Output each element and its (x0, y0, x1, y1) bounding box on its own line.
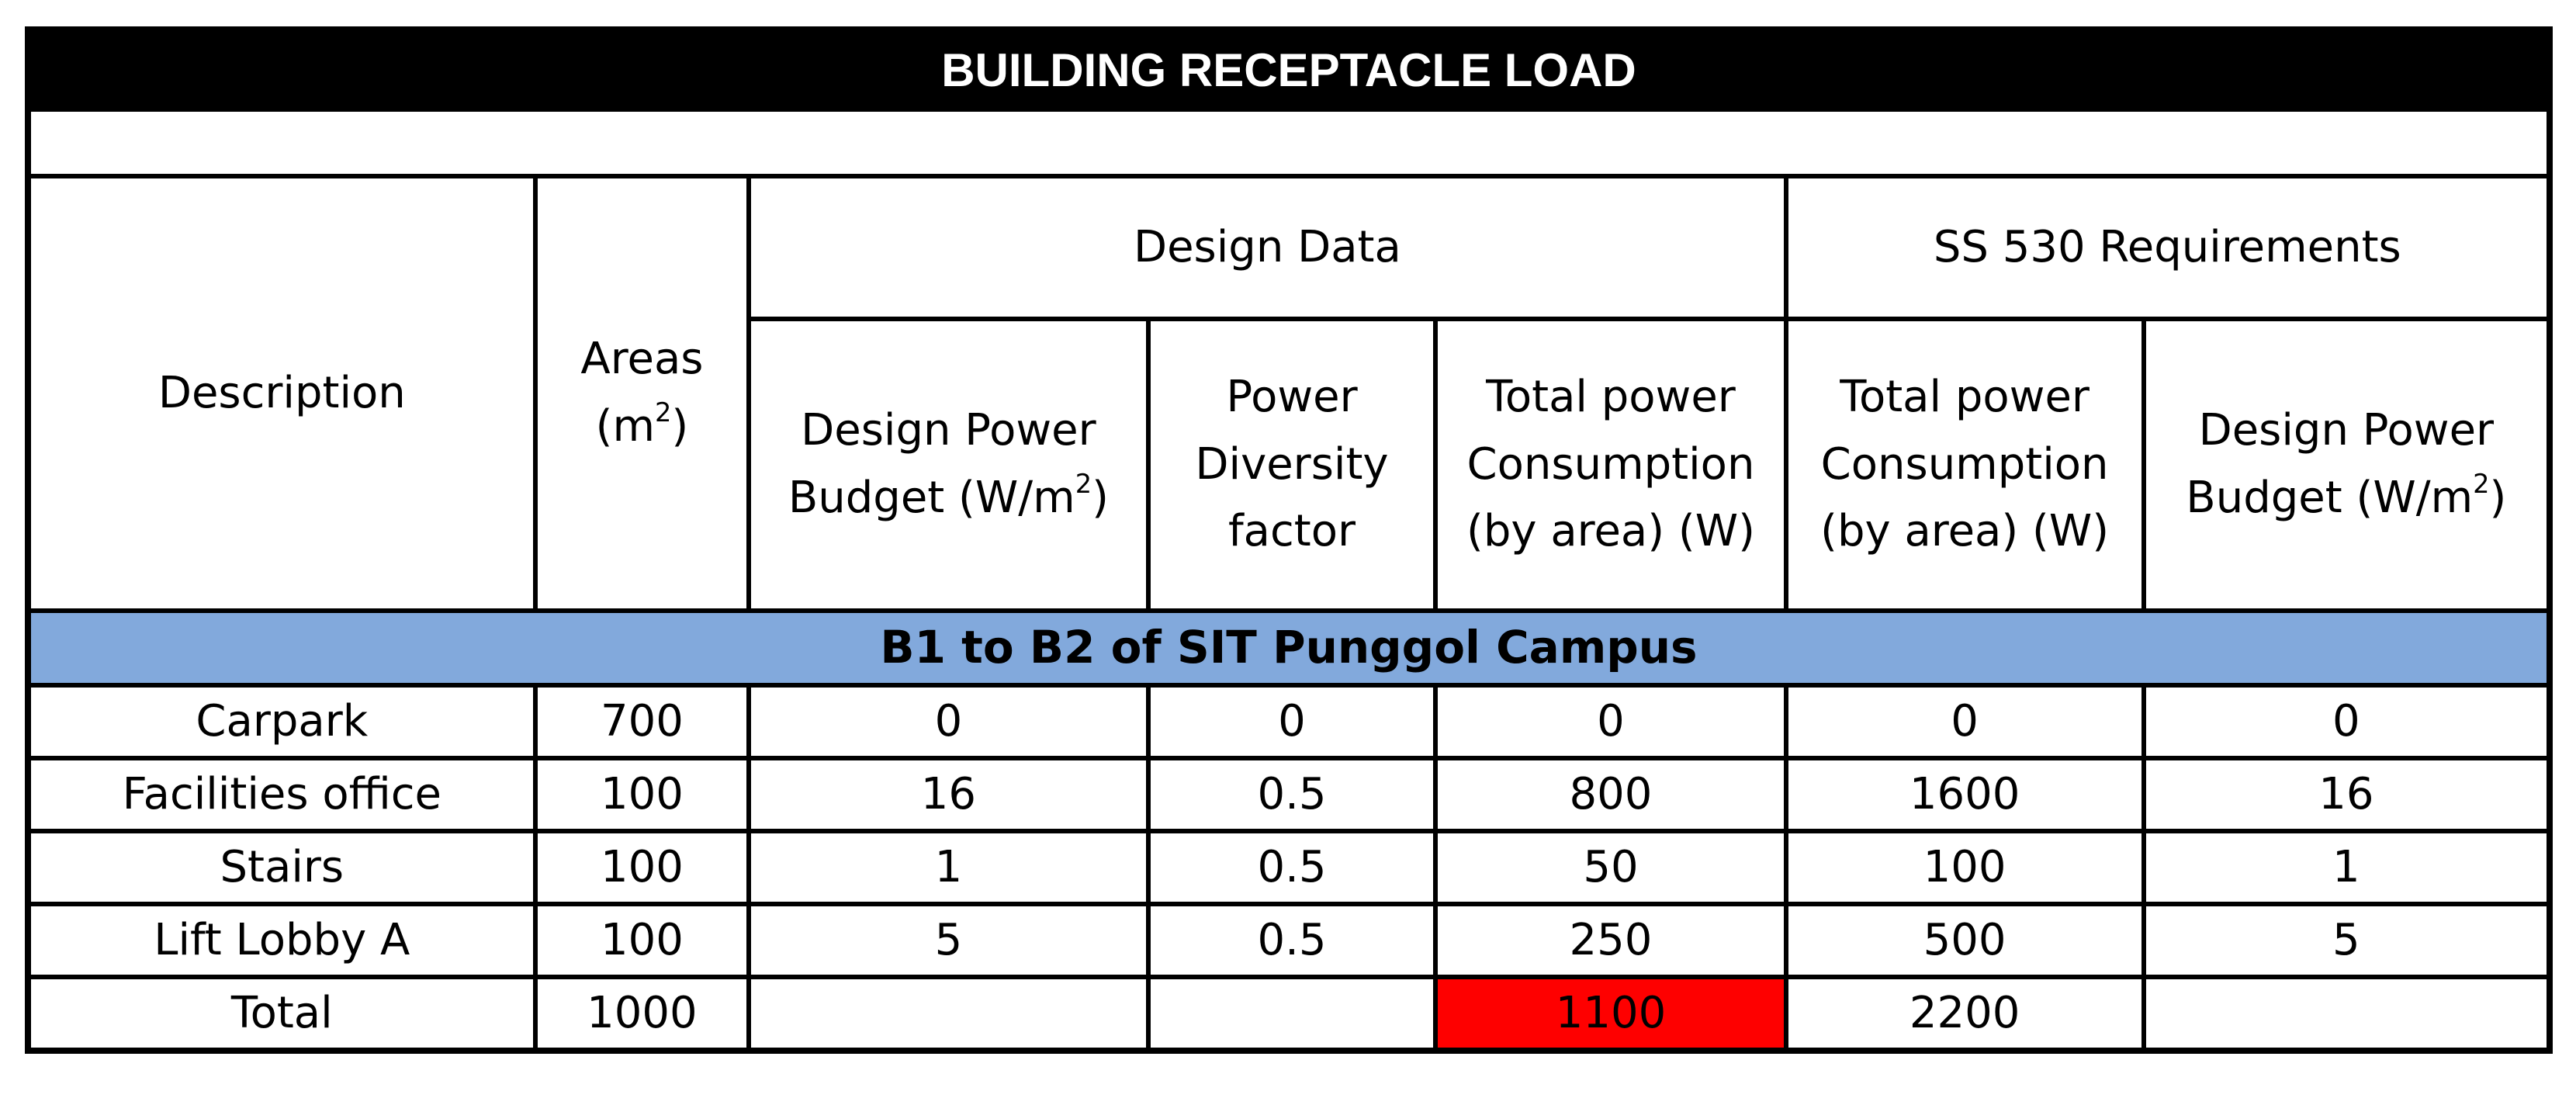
cell-diversity: 0.5 (1145, 901, 1439, 979)
cell-diversity: 0 (1145, 682, 1439, 760)
cell-area: 100 (532, 901, 752, 979)
total-design-highlighted: 1100 (1433, 974, 1788, 1053)
cell-diversity: 0.5 (1145, 755, 1439, 833)
cell-area: 700 (532, 682, 752, 760)
cell-budget: 0 (746, 682, 1151, 760)
table-row: Lift Lobby A 100 5 0.5 250 500 5 (26, 901, 2553, 979)
blank-row (26, 107, 2552, 178)
header-design-power-budget: Design Power Budget (W/m2) (746, 317, 1151, 613)
cell-ss530-budget: 5 (2141, 901, 2553, 979)
header-ss530-design-power-budget: Design Power Budget (W/m2) (2141, 317, 2553, 613)
section-title: B1 to B2 of SIT Punggol Campus (26, 608, 2552, 688)
header-sub-row: Design Power Budget (W/m2) Power Diversi… (28, 317, 2553, 613)
total-ss530: 2200 (1783, 974, 2146, 1053)
cell-total-design: 800 (1433, 755, 1788, 833)
table-row: Facilities office 100 16 0.5 800 1600 16 (26, 755, 2553, 833)
cell-budget: 16 (746, 755, 1151, 833)
header-power-diversity-factor: Power Diversity factor (1145, 317, 1439, 613)
cell-total-ss530: 0 (1783, 682, 2146, 760)
cell-area: 100 (532, 828, 752, 906)
header-ss530-requirements: SS 530 Requirements (1783, 174, 2553, 321)
cell-ss530-budget: 16 (2141, 755, 2553, 833)
title-row: BUILDING RECEPTACLE LOAD (26, 27, 2552, 112)
header-description: Description (26, 174, 538, 613)
total-ss530-budget (2141, 974, 2553, 1053)
table-title: BUILDING RECEPTACLE LOAD (26, 27, 2552, 112)
cell-budget: 5 (746, 901, 1151, 979)
header-total-power-design: Total power Consumption (by area) (W) (1433, 317, 1788, 613)
cell-total-design: 0 (1433, 682, 1788, 760)
total-label: Total (26, 974, 538, 1053)
total-row: Total 1000 1100 2200 (26, 974, 2553, 1053)
cell-total-design: 50 (1433, 828, 1788, 906)
section-row: B1 to B2 of SIT Punggol Campus (26, 608, 2552, 688)
header-design-data: Design Data (746, 174, 1788, 321)
cell-ss530-budget: 0 (2141, 682, 2553, 760)
header-areas-unit: (m2) (595, 397, 689, 452)
header-total-power-ss530: Total power Consumption (by area) (W) (1783, 317, 2146, 613)
cell-description: Facilities office (26, 755, 538, 833)
total-budget (746, 974, 1151, 1053)
cell-total-ss530: 500 (1783, 901, 2146, 979)
total-area: 1000 (532, 974, 752, 1053)
cell-total-ss530: 1600 (1783, 755, 2146, 833)
cell-area: 100 (532, 755, 752, 833)
header-group-row: Description Areas (m2) Design Data SS 53… (26, 174, 2553, 613)
table-row: Carpark 700 0 0 0 0 0 (26, 682, 2553, 760)
blank-cell (26, 107, 2552, 178)
cell-description: Stairs (26, 828, 538, 906)
cell-budget: 1 (746, 828, 1151, 906)
header-areas: Areas (m2) (532, 174, 752, 613)
cell-total-ss530: 100 (1783, 828, 2146, 906)
cell-description: Carpark (26, 682, 538, 760)
receptacle-load-table: BUILDING RECEPTACLE LOAD Description Are… (25, 26, 2553, 1054)
cell-ss530-budget: 1 (2141, 828, 2553, 906)
header-areas-label: Areas (580, 334, 704, 385)
table-row: Stairs 100 1 0.5 50 100 1 (26, 828, 2553, 906)
cell-description: Lift Lobby A (26, 901, 538, 979)
cell-diversity: 0.5 (1145, 828, 1439, 906)
cell-total-design: 250 (1433, 901, 1788, 979)
total-diversity (1145, 974, 1439, 1053)
